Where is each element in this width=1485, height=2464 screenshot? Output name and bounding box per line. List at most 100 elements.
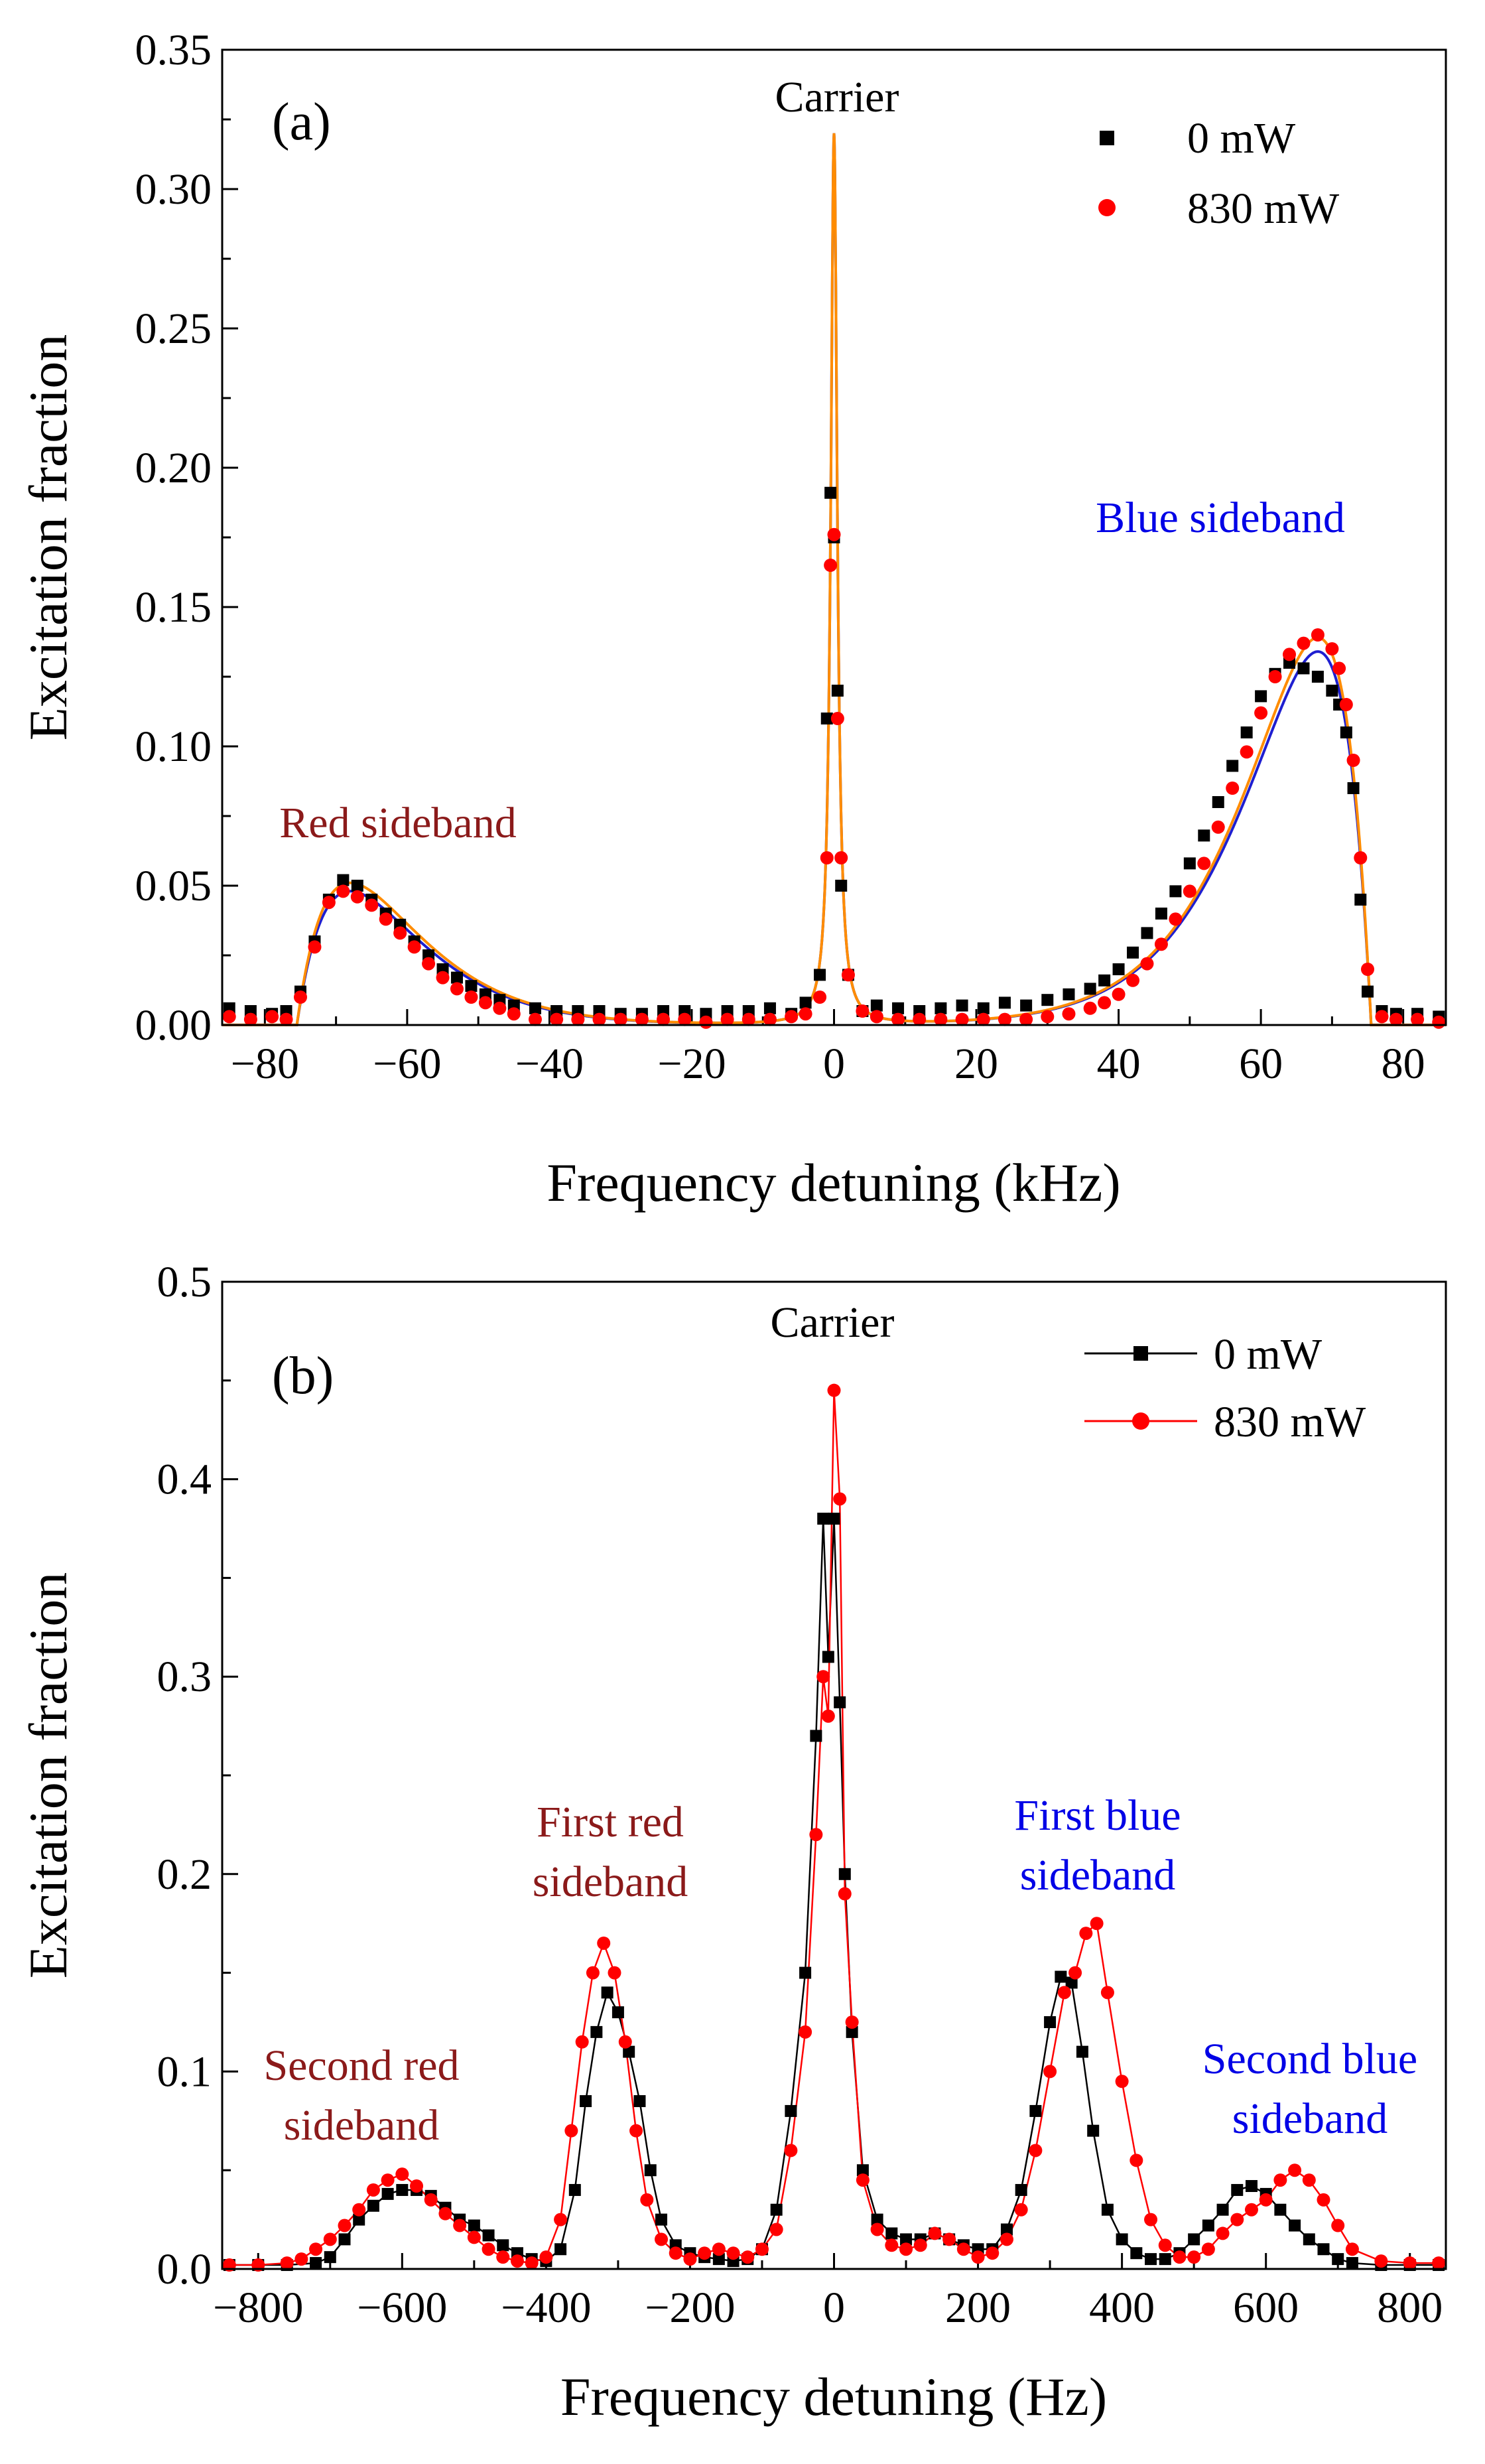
panel-a-point-830mw	[308, 940, 322, 954]
panel-b-point-0mw	[633, 2095, 646, 2108]
panel-b-point-0mw	[1274, 2203, 1287, 2216]
panel-b-point-830mw	[655, 2232, 669, 2246]
panel-a-point-830mw	[1240, 745, 1254, 759]
panel-b-point-830mw	[1130, 2154, 1143, 2167]
panel-b-point-0mw	[785, 2104, 797, 2117]
b-x-tick-label: −200	[645, 2284, 735, 2332]
panel-b-point-830mw	[833, 1492, 847, 1506]
panel-b-point-830mw	[366, 2183, 380, 2197]
panel-a-point-0mw	[956, 999, 968, 1012]
panel-b-point-830mw	[640, 2193, 654, 2207]
panel-b-point-830mw	[1090, 1917, 1104, 1931]
panel-a-point-830mw	[1325, 642, 1339, 655]
panel-b-point-830mw	[1187, 2250, 1201, 2264]
panel-b-point-830mw	[1079, 1927, 1093, 1941]
panel-a-point-0mw	[1084, 983, 1096, 995]
panel-b-point-830mw	[1331, 2219, 1345, 2232]
panel-a-point-0mw	[1297, 662, 1310, 675]
panel-a-point-830mw	[841, 968, 855, 982]
panel-a-point-830mw	[507, 1007, 521, 1021]
panel-b-point-830mw	[424, 2193, 438, 2207]
panel-b-point-0mw	[822, 1651, 834, 1663]
panel-b-point-0mw	[1231, 2183, 1244, 2196]
panel-a-point-830mw	[1332, 661, 1346, 675]
b-y-tick-label: 0.0	[157, 2245, 212, 2293]
panel-b-point-830mw	[899, 2242, 913, 2256]
panel-a-point-830mw	[1183, 884, 1196, 898]
panel-b-point-830mw	[629, 2124, 643, 2138]
panel-b-point-0mw	[1087, 2124, 1100, 2137]
panel-a-point-0mw	[935, 1002, 947, 1014]
panel-a-point-830mw	[1346, 754, 1360, 767]
panel-b-point-830mw	[1000, 2232, 1013, 2246]
panel-b-point-0mw	[856, 2164, 869, 2177]
panel-b-point-830mw	[323, 2232, 337, 2246]
panel-b-point-830mw	[712, 2242, 726, 2256]
panel-b-first-red-annotation-line1: First red	[537, 1798, 684, 1846]
a-x-tick-label: −40	[515, 1040, 584, 1088]
panel-b-point-830mw	[1273, 2173, 1287, 2187]
panel-a-point-0mw	[1041, 994, 1054, 1006]
panel-b-point-830mw	[1259, 2193, 1273, 2207]
panel-b-point-830mw	[482, 2242, 495, 2256]
panel-b-point-0mw	[367, 2199, 379, 2212]
panel-a: −80 −60 −40 −20 0 20 40 60 80 0.000.050.100.150.…	[18, 26, 1447, 1213]
panel-b-point-0mw	[1145, 2253, 1157, 2266]
panel-a-point-830mw	[678, 1012, 692, 1026]
panel-b-point-830mw	[510, 2254, 524, 2268]
a-y-tick-label: 0.20	[135, 444, 212, 492]
b-y-tick-label: 0.4	[157, 1456, 212, 1504]
panel-a-point-830mw	[813, 991, 827, 1004]
panel-a-point-830mw	[1354, 851, 1368, 864]
panel-a-point-830mw	[422, 957, 436, 971]
panel-a-point-830mw	[1083, 1001, 1097, 1015]
panel-b-point-0mw	[1346, 2257, 1358, 2270]
a-y-tick-label: 0.00	[135, 1001, 212, 1050]
panel-a-point-0mw	[799, 996, 812, 1009]
panel-b-point-830mw	[683, 2252, 697, 2266]
panel-a-point-830mw	[550, 1012, 564, 1026]
panel-a-point-0mw	[1141, 927, 1153, 939]
panel-b-point-0mw	[1044, 2016, 1057, 2028]
panel-b-point-0mw	[810, 1730, 822, 1742]
panel-b-point-830mw	[586, 1966, 600, 1980]
panel-b-point-0mw	[644, 2164, 657, 2177]
panel-a-point-0mw	[1063, 988, 1075, 1000]
panel-a-point-0mw	[1362, 985, 1374, 998]
panel-a-point-0mw	[337, 874, 350, 886]
panel-b-point-830mw	[816, 1670, 830, 1684]
panel-b-y-tick-labels: 0.0 0.1 0.2 0.3 0.4 0.5	[157, 1258, 212, 2293]
panel-a-legend: 0 mW 830 mW	[1098, 114, 1340, 233]
b-x-tick-label: 400	[1089, 2284, 1155, 2332]
panel-a-point-830mw	[243, 1012, 257, 1026]
panel-a-point-0mw	[977, 1002, 990, 1014]
panel-a-point-0mw	[1127, 946, 1139, 959]
panel-a-legend-marker-830mw	[1098, 199, 1116, 216]
panel-b-point-0mw	[1101, 2203, 1114, 2216]
panel-a-x-axis-label: Frequency detuning (kHz)	[547, 1152, 1120, 1213]
a-y-tick-label: 0.10	[135, 722, 212, 771]
b-x-tick-label: −800	[213, 2284, 303, 2332]
panel-a-point-830mw	[322, 896, 336, 910]
panel-b-data-points	[222, 1383, 1446, 2272]
panel-b-point-830mw	[741, 2250, 755, 2264]
panel-a-point-830mw	[934, 1012, 948, 1026]
panel-a-point-830mw	[1041, 1010, 1055, 1024]
panel-a-point-830mw	[1283, 648, 1297, 661]
panel-b-point-830mw	[856, 2173, 870, 2187]
panel-a-point-0mw	[1169, 885, 1182, 898]
b-x-tick-label: −600	[357, 2284, 447, 2332]
a-y-tick-label: 0.35	[135, 26, 212, 74]
panel-a-point-830mw	[763, 1012, 777, 1026]
panel-a-point-830mw	[365, 898, 379, 912]
panel-b-point-0mw	[1317, 2243, 1330, 2256]
panel-a-point-830mw	[450, 982, 464, 996]
a-y-tick-label: 0.25	[135, 305, 212, 353]
panel-b-point-830mw	[338, 2219, 352, 2232]
panel-b-point-0mw	[1076, 2045, 1088, 2058]
panel-b-point-0mw	[1159, 2253, 1171, 2266]
panel-b-first-blue-annotation-line1: First blue	[1014, 1791, 1181, 1840]
panel-b-point-830mw	[564, 2124, 578, 2138]
panel-b-legend-marker-0mw	[1133, 1346, 1148, 1361]
panel-a-point-0mw	[529, 1002, 541, 1014]
